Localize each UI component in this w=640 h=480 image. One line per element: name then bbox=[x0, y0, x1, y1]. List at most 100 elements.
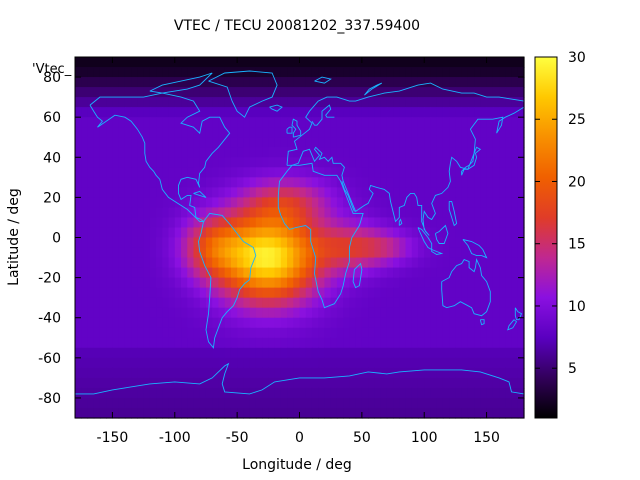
heat-cell bbox=[305, 127, 313, 138]
heat-cell bbox=[393, 307, 400, 319]
heat-cell bbox=[349, 407, 357, 419]
heat-cell bbox=[330, 97, 338, 108]
heat-cell bbox=[330, 207, 338, 219]
heat-cell bbox=[205, 397, 213, 409]
heat-cell bbox=[187, 387, 195, 399]
heat-cell bbox=[181, 407, 188, 419]
heat-cell bbox=[137, 287, 145, 299]
heat-cell bbox=[492, 227, 500, 239]
heat-cell bbox=[449, 317, 457, 329]
heat-cell bbox=[343, 217, 350, 229]
heat-cell bbox=[87, 267, 95, 279]
heat-cell bbox=[249, 157, 257, 168]
heat-cell bbox=[449, 57, 457, 68]
heat-cell bbox=[461, 267, 469, 279]
heat-cell bbox=[293, 407, 301, 419]
heat-cell bbox=[355, 137, 363, 148]
heat-cell bbox=[386, 107, 394, 118]
heat-cell bbox=[280, 307, 288, 319]
heat-cell bbox=[293, 357, 301, 369]
heat-cell bbox=[517, 307, 525, 319]
heat-cell bbox=[324, 397, 332, 409]
heat-cell bbox=[224, 177, 232, 188]
heat-cell bbox=[131, 297, 138, 309]
heat-cell bbox=[293, 327, 301, 339]
heat-cell bbox=[467, 277, 475, 289]
heat-cell bbox=[374, 117, 382, 128]
heat-cell bbox=[318, 127, 326, 138]
heat-cell bbox=[492, 247, 500, 259]
heat-cell bbox=[499, 397, 506, 409]
heat-cell bbox=[461, 347, 469, 359]
heat-cell bbox=[212, 387, 220, 399]
heat-cell bbox=[324, 287, 332, 299]
heat-cell bbox=[280, 247, 288, 259]
heat-cell bbox=[417, 297, 425, 309]
heat-cell bbox=[436, 377, 444, 389]
heat-cell bbox=[262, 197, 269, 209]
heat-cell bbox=[411, 117, 419, 128]
heat-cell bbox=[349, 267, 357, 279]
heat-cell bbox=[461, 327, 469, 339]
heat-cell bbox=[517, 327, 525, 339]
heat-cell bbox=[255, 207, 263, 219]
heat-cell bbox=[374, 347, 382, 359]
heat-cell bbox=[106, 317, 114, 329]
heat-cell bbox=[436, 277, 444, 289]
heat-cell bbox=[287, 387, 294, 399]
heat-cell bbox=[499, 207, 506, 219]
heat-cell bbox=[336, 407, 344, 419]
heat-cell bbox=[442, 87, 450, 98]
heat-cell bbox=[193, 57, 201, 68]
heat-cell bbox=[349, 307, 357, 319]
heat-cell bbox=[187, 127, 195, 138]
heat-cell bbox=[293, 197, 301, 209]
heat-cell bbox=[193, 237, 201, 249]
heat-cell bbox=[156, 77, 163, 88]
heat-cell bbox=[106, 267, 114, 279]
heat-cell bbox=[131, 237, 138, 249]
heat-cell bbox=[486, 247, 494, 259]
heat-cell bbox=[131, 367, 138, 379]
heat-cell bbox=[205, 347, 213, 359]
heat-cell bbox=[137, 87, 145, 98]
heat-cell bbox=[380, 157, 388, 168]
heat-cell bbox=[505, 197, 513, 209]
heat-cell bbox=[449, 247, 457, 259]
heat-cell bbox=[149, 357, 157, 369]
heat-cell bbox=[205, 87, 213, 98]
heat-cell bbox=[430, 217, 438, 229]
heat-cell bbox=[411, 87, 419, 98]
heat-cell bbox=[112, 387, 120, 399]
heat-cell bbox=[349, 277, 357, 289]
heat-cell bbox=[193, 257, 201, 269]
heat-cell bbox=[237, 167, 244, 178]
heat-cell bbox=[299, 337, 307, 349]
heat-cell bbox=[480, 227, 488, 239]
heat-cell bbox=[287, 297, 294, 309]
heat-cell bbox=[87, 387, 95, 399]
heat-cell bbox=[106, 347, 114, 359]
heat-cell bbox=[449, 127, 457, 138]
heat-cell bbox=[293, 267, 301, 279]
heat-cell bbox=[349, 347, 357, 359]
heat-cell bbox=[424, 117, 432, 128]
heat-cell bbox=[168, 227, 176, 239]
heat-cell bbox=[411, 237, 419, 249]
heat-cell bbox=[330, 157, 338, 168]
heat-cell bbox=[249, 357, 257, 369]
heat-cell bbox=[386, 317, 394, 329]
heat-cell bbox=[199, 137, 207, 148]
heat-cell bbox=[374, 187, 382, 198]
heat-cell bbox=[93, 397, 101, 409]
heat-cell bbox=[318, 377, 326, 389]
heat-cell bbox=[318, 87, 326, 98]
heat-cell bbox=[280, 207, 288, 219]
heat-cell bbox=[168, 157, 176, 168]
heat-cell bbox=[87, 237, 95, 249]
heat-cell bbox=[112, 407, 120, 419]
heat-cell bbox=[461, 227, 469, 239]
heat-cell bbox=[430, 77, 438, 88]
heat-cell bbox=[218, 377, 226, 389]
heat-cell bbox=[417, 177, 425, 188]
